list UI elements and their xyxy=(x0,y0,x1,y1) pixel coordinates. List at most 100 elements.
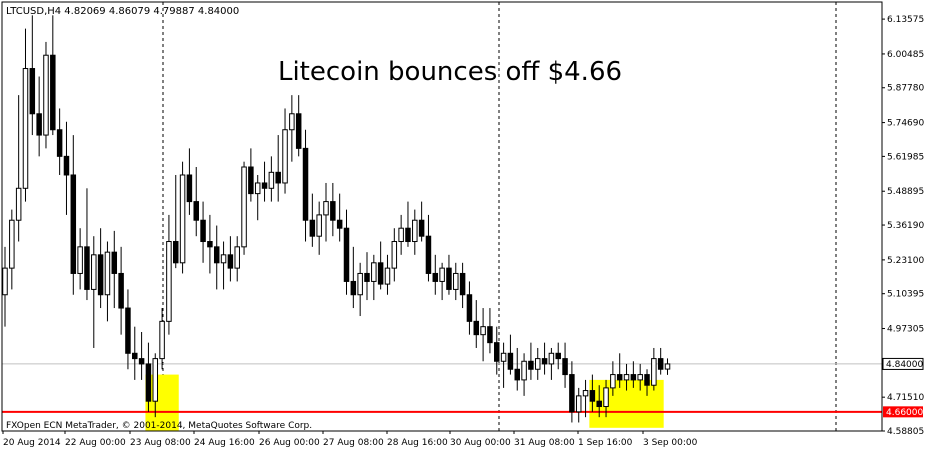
candle-body-bull xyxy=(268,171,275,189)
candle-body-bull xyxy=(500,352,507,362)
candle-body-bull xyxy=(323,201,329,216)
candle xyxy=(261,161,268,202)
candle xyxy=(29,15,36,136)
candle xyxy=(473,300,480,348)
candle xyxy=(596,385,602,418)
candle-body-bear xyxy=(569,374,575,413)
candle xyxy=(453,262,459,301)
candle-body-bull xyxy=(384,267,391,285)
candle-body-bull xyxy=(104,251,111,296)
candle-body-bear xyxy=(473,320,480,336)
candle xyxy=(295,95,302,157)
candle xyxy=(91,236,97,348)
candle-body-bear xyxy=(364,272,370,282)
symbol-info: LTCUSD,H4 4.82069 4.86079 4.79887 4.8400… xyxy=(6,6,239,17)
candle-body-bull xyxy=(623,374,630,381)
candle xyxy=(616,353,623,388)
candle xyxy=(70,135,77,295)
y-tick-label: 4.97305 xyxy=(887,325,924,335)
current-price-tag: 4.84000 xyxy=(882,357,924,370)
candle-body-bull xyxy=(77,246,83,274)
candle-body-bear xyxy=(111,251,118,274)
x-tick-label: 27 Aug 08:00 xyxy=(323,438,384,448)
candle-body-bear xyxy=(418,219,425,237)
candle-body-bear xyxy=(302,147,309,221)
candle-body-bear xyxy=(562,358,568,376)
candle xyxy=(651,347,657,391)
candle xyxy=(289,95,295,162)
x-tick-label: 26 Aug 00:00 xyxy=(259,438,320,448)
support-price-label: 4.66000 xyxy=(886,408,923,418)
candle xyxy=(63,121,70,215)
y-tick-label: 5.61985 xyxy=(887,152,924,162)
candle-body-bear xyxy=(125,307,131,354)
candle xyxy=(15,95,22,242)
candle-body-bear xyxy=(84,246,90,290)
candle xyxy=(97,228,104,309)
x-tick-label: 31 Aug 08:00 xyxy=(514,438,575,448)
candle xyxy=(555,342,561,370)
candle xyxy=(446,254,452,295)
candle xyxy=(425,214,432,282)
candle-body-bear xyxy=(132,352,138,360)
candle xyxy=(227,236,234,282)
candle xyxy=(111,230,118,309)
y-tick-label: 5.36190 xyxy=(887,221,924,231)
candle xyxy=(364,252,370,301)
candle xyxy=(207,214,213,274)
candle xyxy=(412,209,418,255)
candle xyxy=(487,308,493,354)
candle xyxy=(84,188,90,301)
candle-body-bear xyxy=(657,358,664,370)
candle xyxy=(330,182,336,237)
candle xyxy=(336,193,343,242)
candle xyxy=(357,262,363,317)
candle xyxy=(480,308,486,362)
candle xyxy=(254,174,261,221)
candle xyxy=(186,148,193,215)
plot-frame xyxy=(1,1,883,432)
candle xyxy=(575,387,582,423)
candle-body-bear xyxy=(466,294,473,322)
candle xyxy=(548,347,555,380)
candle xyxy=(494,326,500,375)
x-tick-label: 28 Aug 16:00 xyxy=(387,438,448,448)
y-tick-label: 6.13575 xyxy=(887,15,924,25)
support-price-tag-bg xyxy=(883,406,923,418)
candle-body-bear xyxy=(200,219,206,243)
support-price-tag: 4.66000 xyxy=(883,406,923,418)
candle xyxy=(521,353,527,396)
candle xyxy=(50,15,56,136)
candle xyxy=(309,193,316,247)
candle-body-bull xyxy=(610,374,616,389)
candle xyxy=(159,308,165,370)
candle-body-bear xyxy=(432,272,439,282)
candle xyxy=(2,246,8,327)
candle-body-bear xyxy=(193,201,199,221)
candle-body-bull xyxy=(391,241,398,269)
candle xyxy=(541,342,548,375)
candle-body-bear xyxy=(644,374,650,386)
y-axis: 6.13575 6.00485 5.87780 5.74690 5.61985 5.488… xyxy=(882,15,924,437)
y-tick-label: 5.23100 xyxy=(887,256,924,266)
y-tick-label: 4.58805 xyxy=(887,427,924,437)
candle-body-bull xyxy=(548,352,555,365)
candle-body-bear xyxy=(541,358,548,365)
candle-body-bear xyxy=(494,342,500,362)
candle xyxy=(398,214,404,255)
candle xyxy=(316,201,322,255)
x-tick-label: 23 Aug 08:00 xyxy=(130,438,191,448)
candle-body-bear xyxy=(70,174,77,274)
candle-body-bull xyxy=(582,390,589,397)
candle xyxy=(200,201,206,263)
candle xyxy=(220,241,227,290)
candle-body-bull xyxy=(357,272,363,296)
candle-body-bull xyxy=(637,374,643,381)
candle xyxy=(371,254,377,301)
x-tick-label: 24 Aug 16:00 xyxy=(194,438,255,448)
candle-body-bull xyxy=(152,358,159,402)
candle-body-bear xyxy=(336,219,343,229)
candle-body-bear xyxy=(514,368,520,381)
